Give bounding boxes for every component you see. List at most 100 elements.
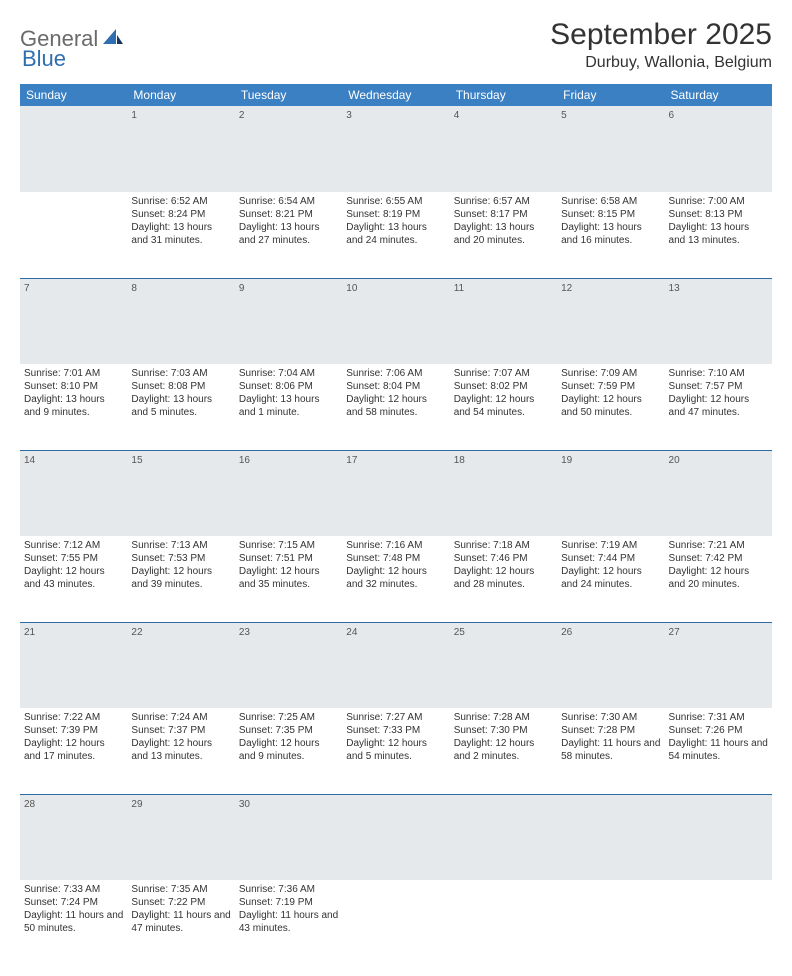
day-number: 11 [450,278,557,364]
day-header: Monday [127,84,234,106]
day-number [665,794,772,880]
daylight-text: Daylight: 12 hours and 54 minutes. [454,393,553,419]
day-number: 6 [665,106,772,192]
day-number: 14 [20,450,127,536]
day-number: 16 [235,450,342,536]
sunrise-text: Sunrise: 7:15 AM [239,539,338,552]
sunset-text: Sunset: 8:13 PM [669,208,768,221]
logo-subtext: Blue [22,46,66,72]
sunrise-text: Sunrise: 7:33 AM [24,883,123,896]
day-cell: Sunrise: 7:09 AMSunset: 7:59 PMDaylight:… [557,364,664,450]
sunrise-text: Sunrise: 7:16 AM [346,539,445,552]
sunrise-text: Sunrise: 6:57 AM [454,195,553,208]
sunrise-text: Sunrise: 7:22 AM [24,711,123,724]
sunrise-text: Sunrise: 7:13 AM [131,539,230,552]
day-cell: Sunrise: 7:35 AMSunset: 7:22 PMDaylight:… [127,880,234,966]
day-number: 7 [20,278,127,364]
logo-text-blue: Blue [22,46,66,71]
day-cell: Sunrise: 7:13 AMSunset: 7:53 PMDaylight:… [127,536,234,622]
day-cell: Sunrise: 7:33 AMSunset: 7:24 PMDaylight:… [20,880,127,966]
day-number: 3 [342,106,449,192]
sunset-text: Sunset: 8:10 PM [24,380,123,393]
day-cell: Sunrise: 7:36 AMSunset: 7:19 PMDaylight:… [235,880,342,966]
sunset-text: Sunset: 7:57 PM [669,380,768,393]
day-header: Thursday [450,84,557,106]
sunrise-text: Sunrise: 6:52 AM [131,195,230,208]
sunrise-text: Sunrise: 7:31 AM [669,711,768,724]
day-header-row: Sunday Monday Tuesday Wednesday Thursday… [20,84,772,106]
day-cell: Sunrise: 7:28 AMSunset: 7:30 PMDaylight:… [450,708,557,794]
sunrise-text: Sunrise: 7:24 AM [131,711,230,724]
sunrise-text: Sunrise: 7:19 AM [561,539,660,552]
sunset-text: Sunset: 7:59 PM [561,380,660,393]
day-cell: Sunrise: 6:54 AMSunset: 8:21 PMDaylight:… [235,192,342,278]
daylight-text: Daylight: 12 hours and 9 minutes. [239,737,338,763]
sunset-text: Sunset: 7:28 PM [561,724,660,737]
daynum-row: 123456 [20,106,772,192]
day-cell: Sunrise: 6:58 AMSunset: 8:15 PMDaylight:… [557,192,664,278]
daylight-text: Daylight: 13 hours and 9 minutes. [24,393,123,419]
sunset-text: Sunset: 8:21 PM [239,208,338,221]
day-cell: Sunrise: 7:12 AMSunset: 7:55 PMDaylight:… [20,536,127,622]
day-header: Sunday [20,84,127,106]
sunrise-text: Sunrise: 6:58 AM [561,195,660,208]
sunset-text: Sunset: 8:04 PM [346,380,445,393]
day-number: 15 [127,450,234,536]
sunrise-text: Sunrise: 7:09 AM [561,367,660,380]
sunset-text: Sunset: 7:48 PM [346,552,445,565]
day-header: Saturday [665,84,772,106]
week-row: Sunrise: 7:12 AMSunset: 7:55 PMDaylight:… [20,536,772,622]
daylight-text: Daylight: 11 hours and 54 minutes. [669,737,768,763]
day-number: 12 [557,278,664,364]
daynum-row: 282930 [20,794,772,880]
week-row: Sunrise: 7:33 AMSunset: 7:24 PMDaylight:… [20,880,772,966]
day-number: 18 [450,450,557,536]
sunset-text: Sunset: 7:37 PM [131,724,230,737]
day-number: 2 [235,106,342,192]
sunrise-text: Sunrise: 6:55 AM [346,195,445,208]
day-cell: Sunrise: 7:10 AMSunset: 7:57 PMDaylight:… [665,364,772,450]
daylight-text: Daylight: 13 hours and 13 minutes. [669,221,768,247]
sunrise-text: Sunrise: 7:10 AM [669,367,768,380]
daylight-text: Daylight: 12 hours and 43 minutes. [24,565,123,591]
daylight-text: Daylight: 12 hours and 5 minutes. [346,737,445,763]
day-cell [342,880,449,966]
sunrise-text: Sunrise: 7:07 AM [454,367,553,380]
sunset-text: Sunset: 7:26 PM [669,724,768,737]
daylight-text: Daylight: 12 hours and 13 minutes. [131,737,230,763]
sunset-text: Sunset: 7:42 PM [669,552,768,565]
day-cell: Sunrise: 7:06 AMSunset: 8:04 PMDaylight:… [342,364,449,450]
day-cell: Sunrise: 6:57 AMSunset: 8:17 PMDaylight:… [450,192,557,278]
sunrise-text: Sunrise: 7:27 AM [346,711,445,724]
day-header: Tuesday [235,84,342,106]
sunrise-text: Sunrise: 7:03 AM [131,367,230,380]
day-number: 30 [235,794,342,880]
day-number: 8 [127,278,234,364]
sunset-text: Sunset: 8:06 PM [239,380,338,393]
month-title: September 2025 [550,18,772,52]
day-number: 23 [235,622,342,708]
day-number: 4 [450,106,557,192]
day-number: 22 [127,622,234,708]
daylight-text: Daylight: 13 hours and 20 minutes. [454,221,553,247]
sunset-text: Sunset: 7:51 PM [239,552,338,565]
day-cell: Sunrise: 7:18 AMSunset: 7:46 PMDaylight:… [450,536,557,622]
day-number: 29 [127,794,234,880]
sunset-text: Sunset: 8:24 PM [131,208,230,221]
sunset-text: Sunset: 7:22 PM [131,896,230,909]
week-row: Sunrise: 7:01 AMSunset: 8:10 PMDaylight:… [20,364,772,450]
daylight-text: Daylight: 12 hours and 24 minutes. [561,565,660,591]
daylight-text: Daylight: 12 hours and 20 minutes. [669,565,768,591]
day-cell: Sunrise: 6:52 AMSunset: 8:24 PMDaylight:… [127,192,234,278]
daylight-text: Daylight: 12 hours and 17 minutes. [24,737,123,763]
sunset-text: Sunset: 7:24 PM [24,896,123,909]
day-number: 26 [557,622,664,708]
week-row: Sunrise: 6:52 AMSunset: 8:24 PM Daylight:… [20,192,772,278]
sunset-text: Sunset: 7:35 PM [239,724,338,737]
daylight-text: Daylight: 12 hours and 28 minutes. [454,565,553,591]
sunset-text: Sunset: 7:46 PM [454,552,553,565]
daylight-text: Daylight: 12 hours and 39 minutes. [131,565,230,591]
sunset-text: Sunset: 8:19 PM [346,208,445,221]
day-number: 13 [665,278,772,364]
day-number [557,794,664,880]
